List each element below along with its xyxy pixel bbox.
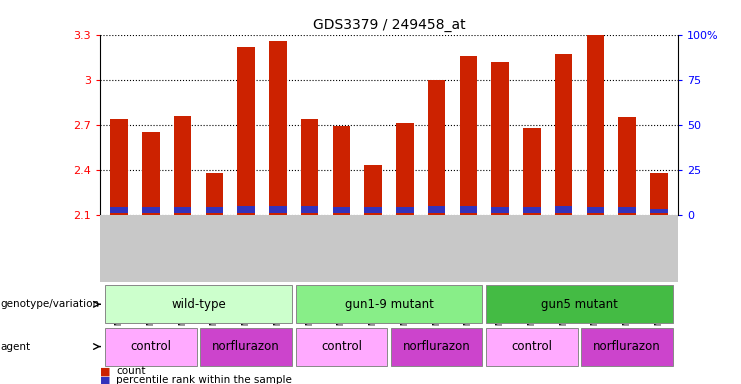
- Bar: [651, 173, 668, 215]
- Bar: [396, 123, 413, 215]
- Bar: [459, 56, 477, 215]
- Bar: [587, 207, 604, 213]
- Bar: [523, 207, 541, 213]
- Bar: [110, 119, 127, 215]
- Bar: [105, 328, 196, 366]
- Text: agent: agent: [1, 341, 31, 352]
- Bar: [269, 41, 287, 215]
- Bar: [142, 207, 159, 213]
- Bar: [200, 328, 292, 366]
- Bar: [174, 116, 191, 215]
- Bar: [142, 132, 159, 215]
- Bar: [269, 207, 287, 213]
- Bar: [428, 80, 445, 215]
- Text: control: control: [130, 340, 171, 353]
- Bar: [651, 209, 668, 213]
- Text: control: control: [511, 340, 553, 353]
- Bar: [391, 328, 482, 366]
- Text: gun1-9 mutant: gun1-9 mutant: [345, 298, 433, 311]
- Text: norflurazon: norflurazon: [403, 340, 471, 353]
- Bar: [619, 117, 636, 215]
- Bar: [296, 285, 482, 323]
- Bar: [523, 128, 541, 215]
- Text: ■: ■: [100, 375, 110, 384]
- Title: GDS3379 / 249458_at: GDS3379 / 249458_at: [313, 18, 465, 32]
- Bar: [205, 173, 223, 215]
- Text: genotype/variation: genotype/variation: [1, 299, 100, 310]
- Bar: [110, 207, 127, 213]
- Bar: [365, 166, 382, 215]
- Bar: [301, 207, 319, 213]
- Bar: [582, 328, 673, 366]
- Bar: [301, 119, 319, 215]
- Bar: [486, 285, 673, 323]
- Bar: [174, 207, 191, 213]
- Bar: [365, 207, 382, 213]
- Bar: [333, 126, 350, 215]
- Bar: [296, 328, 387, 366]
- Bar: [491, 62, 509, 215]
- Text: norflurazon: norflurazon: [212, 340, 280, 353]
- Bar: [486, 328, 578, 366]
- Bar: [105, 285, 292, 323]
- Bar: [396, 207, 413, 213]
- Text: gun5 mutant: gun5 mutant: [541, 298, 618, 311]
- Bar: [333, 207, 350, 213]
- Bar: [587, 35, 604, 215]
- Text: norflurazon: norflurazon: [594, 340, 661, 353]
- Bar: [491, 207, 509, 213]
- Bar: [555, 207, 572, 213]
- Text: ■: ■: [100, 366, 110, 376]
- Text: percentile rank within the sample: percentile rank within the sample: [116, 375, 292, 384]
- Bar: [237, 207, 255, 213]
- Bar: [619, 207, 636, 213]
- Bar: [205, 207, 223, 213]
- Bar: [459, 207, 477, 213]
- Bar: [237, 46, 255, 215]
- Bar: [428, 207, 445, 213]
- Bar: [555, 54, 572, 215]
- Text: count: count: [116, 366, 146, 376]
- Text: wild-type: wild-type: [171, 298, 226, 311]
- Text: control: control: [321, 340, 362, 353]
